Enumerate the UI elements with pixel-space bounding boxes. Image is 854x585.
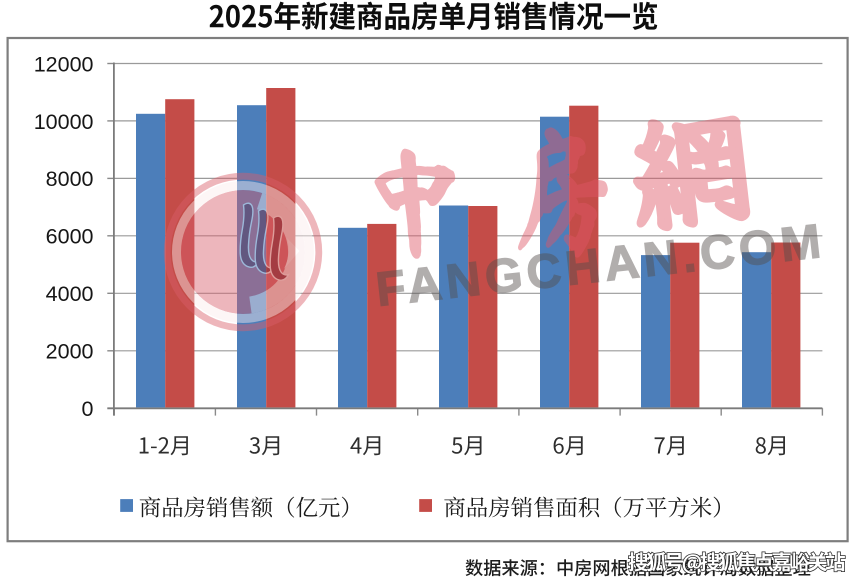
svg-text:6000: 6000 — [46, 225, 94, 249]
svg-text:0: 0 — [82, 397, 94, 421]
svg-text:12000: 12000 — [34, 52, 94, 76]
svg-text:10000: 10000 — [34, 110, 94, 134]
svg-text:8000: 8000 — [46, 167, 94, 191]
svg-text:2000: 2000 — [46, 340, 94, 364]
svg-text:4000: 4000 — [46, 282, 94, 306]
